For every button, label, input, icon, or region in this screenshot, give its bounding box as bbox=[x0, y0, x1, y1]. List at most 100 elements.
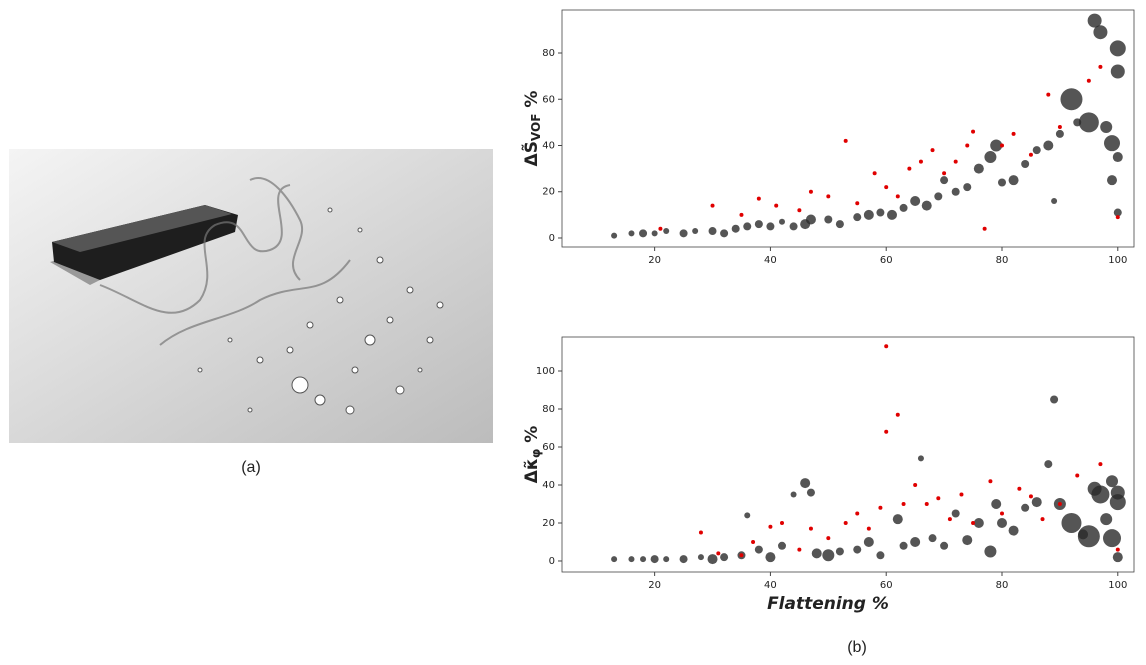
bubble bbox=[1008, 525, 1019, 536]
point bbox=[982, 226, 987, 231]
bubble bbox=[1110, 485, 1125, 500]
bubble bbox=[990, 139, 1003, 152]
plot-frame bbox=[561, 9, 1135, 248]
point bbox=[1046, 92, 1051, 97]
point bbox=[797, 547, 802, 552]
point bbox=[808, 526, 813, 531]
bubble bbox=[1077, 525, 1100, 548]
point bbox=[716, 551, 721, 556]
bubble bbox=[1103, 529, 1121, 548]
bubble bbox=[800, 478, 811, 489]
point bbox=[739, 212, 744, 217]
y-tick-label: 20 bbox=[542, 518, 555, 529]
bubble bbox=[910, 195, 921, 206]
point bbox=[797, 208, 802, 213]
bubble bbox=[1100, 513, 1113, 526]
y-axis-label: Δκ̃φ% bbox=[522, 426, 543, 484]
x-tick-label: 20 bbox=[648, 580, 661, 591]
x-tick-label: 100 bbox=[1108, 255, 1127, 266]
bubble bbox=[822, 549, 835, 562]
point bbox=[895, 412, 900, 417]
bubble bbox=[806, 488, 815, 497]
point bbox=[913, 482, 918, 487]
bubble bbox=[779, 218, 785, 225]
bubble bbox=[1113, 208, 1122, 217]
bubble bbox=[663, 228, 670, 235]
bubble bbox=[1031, 497, 1042, 508]
bubble bbox=[679, 555, 688, 564]
x-tick-label: 100 bbox=[1108, 580, 1127, 591]
point bbox=[965, 143, 970, 148]
point bbox=[947, 517, 952, 522]
bubble bbox=[899, 541, 908, 550]
bubble bbox=[628, 556, 635, 563]
point bbox=[930, 148, 935, 153]
bubble bbox=[720, 553, 729, 562]
bubble bbox=[1093, 25, 1108, 40]
bubble bbox=[984, 151, 997, 164]
point bbox=[884, 185, 889, 190]
x-tick-label: 40 bbox=[764, 255, 777, 266]
bubble bbox=[951, 187, 960, 196]
bubble bbox=[708, 227, 717, 236]
bubble bbox=[1091, 485, 1110, 504]
point bbox=[1086, 78, 1091, 83]
x-axis-label: Flattening % bbox=[767, 594, 889, 614]
point bbox=[808, 189, 813, 194]
x-tick-label: 80 bbox=[996, 580, 1009, 591]
point bbox=[780, 520, 784, 525]
bubble bbox=[973, 163, 984, 174]
point bbox=[1017, 486, 1022, 491]
point bbox=[907, 166, 912, 171]
point bbox=[884, 429, 889, 434]
x-tick-label: 60 bbox=[880, 255, 893, 266]
y-tick-label: 0 bbox=[549, 233, 555, 244]
bubble bbox=[1104, 135, 1120, 152]
bubble bbox=[1110, 64, 1125, 79]
bubble bbox=[789, 222, 798, 231]
point bbox=[1115, 215, 1120, 220]
y-axis-label: ΔS̃VOF% bbox=[521, 91, 543, 167]
point bbox=[1098, 462, 1103, 467]
point bbox=[756, 196, 761, 201]
bubble bbox=[1078, 112, 1099, 133]
bubble bbox=[754, 545, 763, 554]
bubble bbox=[876, 208, 885, 217]
photo bbox=[9, 149, 493, 443]
point bbox=[826, 194, 831, 199]
bubble bbox=[663, 556, 670, 563]
bubble bbox=[876, 551, 885, 560]
point bbox=[1075, 473, 1080, 478]
point bbox=[866, 526, 871, 531]
bubble bbox=[707, 554, 718, 565]
point bbox=[855, 511, 860, 516]
bubble bbox=[962, 535, 973, 546]
bubble bbox=[692, 228, 699, 235]
bubble bbox=[744, 512, 751, 519]
bubble bbox=[984, 545, 997, 558]
point bbox=[918, 159, 923, 164]
y-tick-label: 60 bbox=[542, 442, 555, 453]
point bbox=[1040, 517, 1045, 522]
bubble bbox=[1087, 13, 1102, 28]
bubble bbox=[1109, 40, 1126, 57]
point bbox=[878, 505, 883, 510]
y-tick-label: 80 bbox=[542, 48, 555, 59]
bubble bbox=[790, 491, 797, 498]
point bbox=[1011, 131, 1016, 136]
x-tick-label: 20 bbox=[648, 255, 661, 266]
point bbox=[843, 138, 848, 143]
point bbox=[872, 171, 877, 176]
point bbox=[942, 171, 947, 176]
y-tick-label: 60 bbox=[542, 94, 555, 105]
point bbox=[1098, 64, 1103, 69]
bubble bbox=[1061, 512, 1082, 533]
bubble bbox=[811, 548, 822, 559]
point bbox=[1000, 143, 1004, 148]
point bbox=[1057, 124, 1062, 129]
bubble bbox=[720, 229, 729, 238]
bubble bbox=[697, 554, 704, 561]
y-axis-label-main: Δκ̃ bbox=[522, 458, 542, 483]
plot-frame bbox=[561, 336, 1135, 573]
y-tick-label: 40 bbox=[542, 140, 555, 151]
